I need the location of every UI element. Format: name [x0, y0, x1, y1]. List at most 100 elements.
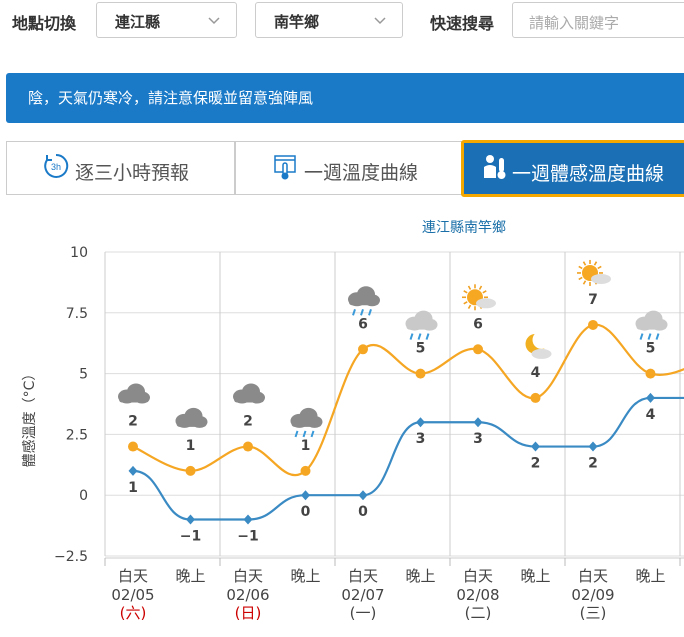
- x-period-label: 晚上: [175, 567, 205, 585]
- cloud-part: [291, 419, 322, 427]
- cloud-part: [234, 395, 264, 403]
- sun-ray: [463, 290, 468, 294]
- chevron-down-icon: [374, 17, 386, 25]
- township-select[interactable]: 南竿鄉: [255, 2, 403, 38]
- y-axis-label: 體感溫度（°C）: [21, 367, 38, 468]
- tab-week-temperature[interactable]: 一週溫度曲線: [235, 141, 462, 195]
- high-point: [243, 441, 253, 452]
- low-point: [301, 490, 310, 501]
- high-value-label: 7: [588, 292, 598, 308]
- low-value-label: −1: [180, 529, 201, 545]
- cloud-part: [476, 298, 496, 309]
- high-series-line: [132, 323, 684, 477]
- x-period-label: 晚上: [635, 567, 665, 585]
- cloudy-icon: [175, 407, 208, 428]
- x-weekday-label: (三): [580, 604, 607, 622]
- cloud-part: [349, 298, 379, 306]
- high-value-label: 6: [473, 316, 483, 332]
- low-value-label: 1: [128, 480, 138, 496]
- high-point: [645, 368, 656, 379]
- high-point: [128, 441, 138, 452]
- low-value-label: 3: [416, 431, 426, 447]
- location-toolbar: 地點切換 連江縣 南竿鄉 快速搜尋 請輸入關鍵字: [0, 0, 684, 42]
- low-value-label: 4: [646, 407, 656, 423]
- county-select[interactable]: 連江縣: [96, 2, 237, 38]
- low-point: [128, 465, 138, 476]
- moon-cutout: [532, 330, 551, 349]
- tab-3hour-forecast[interactable]: 3h 逐三小時預報: [6, 141, 235, 195]
- x-weekday-label: (一): [350, 604, 377, 622]
- cloud-part: [406, 322, 437, 330]
- low-value-label: 0: [301, 504, 311, 520]
- chart-grid: [104, 251, 684, 566]
- cloud-part: [591, 273, 611, 284]
- chart-title: 連江縣南竿鄉: [422, 220, 506, 236]
- low-point: [358, 490, 368, 501]
- cloud-part: [636, 322, 667, 330]
- clock-3h-icon: 3h: [44, 153, 69, 178]
- high-point: [588, 319, 598, 330]
- x-date-label: 02/08: [456, 586, 499, 604]
- y-tick-label: 10: [70, 245, 88, 261]
- raindrop: [352, 308, 356, 316]
- cloud-part: [531, 348, 552, 359]
- raindrop: [655, 333, 660, 340]
- low-point: [186, 514, 195, 525]
- high-point: [415, 368, 426, 379]
- low-series-line: [132, 396, 684, 521]
- cloud-part: [176, 419, 207, 427]
- raindrop: [425, 333, 430, 340]
- series-markers: [128, 319, 656, 525]
- low-point: [646, 392, 655, 403]
- cloudy-rain-icon: [348, 286, 380, 316]
- x-period-label: 白天: [118, 567, 148, 585]
- x-period-label: 白天: [348, 567, 378, 585]
- search-input[interactable]: 請輸入關鍵字: [512, 2, 684, 38]
- low-value-label: 3: [473, 431, 483, 447]
- x-period-label: 晚上: [405, 567, 435, 585]
- cloud-rain-icon: [635, 310, 668, 340]
- x-period-label: 白天: [233, 567, 263, 585]
- cloud-part: [119, 395, 149, 403]
- high-value-label: 5: [646, 341, 656, 357]
- sun-ray: [597, 265, 602, 270]
- high-value-label: 2: [128, 414, 138, 430]
- high-value-label: 6: [358, 316, 368, 332]
- low-point: [473, 417, 483, 428]
- weather-icons: [118, 259, 668, 438]
- rain-icon: [290, 407, 323, 438]
- tab-week-apparent-temperature[interactable]: 一週體感溫度曲線: [461, 140, 684, 197]
- x-period-label: 白天: [578, 567, 608, 585]
- series-lines: [132, 323, 684, 521]
- low-point: [243, 514, 253, 525]
- high-value-label: 1: [301, 438, 311, 454]
- sun-ray: [593, 261, 598, 266]
- x-period-label: 白天: [463, 567, 493, 585]
- sun-ray: [467, 285, 472, 290]
- low-point: [588, 441, 598, 452]
- x-period-label: 晚上: [290, 567, 320, 585]
- raindrop: [368, 308, 372, 316]
- location-label: 地點切換: [12, 14, 77, 33]
- x-weekday-label: (二): [465, 604, 492, 622]
- high-value-label: 5: [416, 341, 426, 357]
- sun-ray: [582, 261, 587, 266]
- x-date-label: 02/09: [571, 586, 614, 604]
- low-value-label: 2: [588, 456, 598, 472]
- raindrop: [647, 333, 652, 340]
- x-date-label: 02/07: [341, 586, 384, 604]
- high-point: [530, 392, 541, 403]
- alert-text: 陰，天氣仍寒冷，請注意保暖並留意強陣風: [28, 89, 314, 107]
- sun-cloud-icon: [462, 284, 496, 311]
- value-labels: 2 1 2 1 6 5 6 4 7 5 1 −1 −1 0 0 3 3 2 2 4: [128, 292, 656, 545]
- sun-ray: [482, 290, 487, 294]
- raindrop: [360, 308, 364, 316]
- high-value-label: 1: [186, 438, 196, 454]
- tab-label: 逐三小時預報: [75, 162, 190, 184]
- low-point: [416, 417, 425, 428]
- y-tick-label: 2.5: [66, 427, 88, 443]
- raindrop: [409, 333, 414, 340]
- person-thermometer-icon: [484, 155, 506, 179]
- y-axis-ticks: 10 7.5 5 2.5 0 −2.5: [54, 245, 88, 565]
